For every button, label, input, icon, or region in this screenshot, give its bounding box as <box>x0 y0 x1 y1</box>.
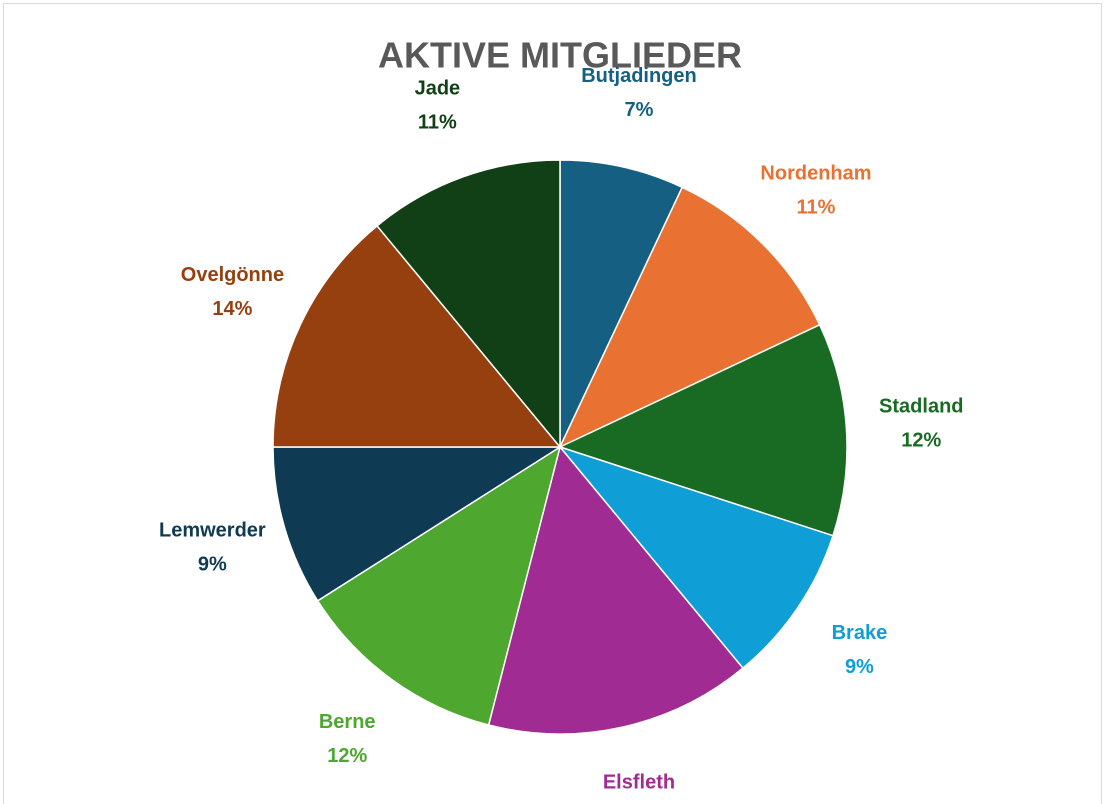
pie-slice <box>559 159 684 448</box>
pie-slice <box>376 159 561 450</box>
slice-label: Elsfleth <box>603 772 675 794</box>
slice-value-label: 14% <box>212 298 252 320</box>
pie-slice <box>272 446 563 602</box>
pie-slice <box>316 445 562 726</box>
slice-label: Lemwerder <box>159 519 266 541</box>
slice-label: Berne <box>319 711 376 733</box>
pie-slice <box>272 224 562 448</box>
slice-value-label: 9% <box>845 656 874 678</box>
slice-label: Butjadingen <box>581 65 697 87</box>
slice-value-label: 11% <box>418 112 457 134</box>
slice-label: Nordenham <box>760 162 871 184</box>
slice-label: Stadland <box>879 396 963 418</box>
slice-value-label: 7% <box>625 99 654 121</box>
slice-value-label: 11% <box>797 196 836 218</box>
pie-slice <box>557 323 848 537</box>
slice-label: Jade <box>415 78 461 100</box>
pie-slice <box>558 186 821 449</box>
slice-value-label: 12% <box>901 430 941 452</box>
slice-label: Brake <box>832 622 888 644</box>
pie-slice <box>487 445 744 735</box>
pie-slice <box>557 445 834 670</box>
slice-value-label: 12% <box>327 745 367 767</box>
slice-value-label: 9% <box>198 553 227 575</box>
chart-title: AKTIVE MITGLIEDER <box>378 35 742 76</box>
slice-label: Ovelgönne <box>181 264 284 286</box>
